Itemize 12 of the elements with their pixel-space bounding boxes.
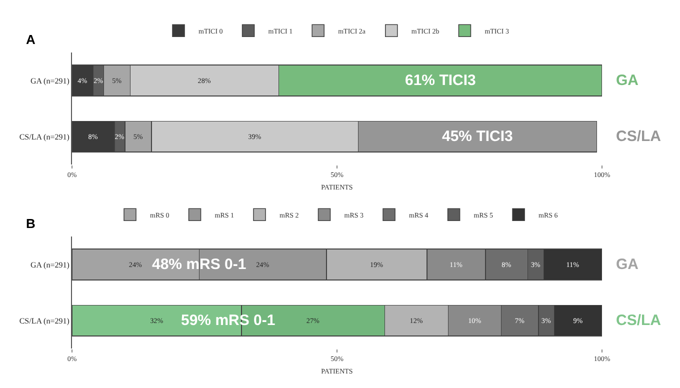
annotation: 61% TICI3 — [405, 72, 476, 89]
y-tick-label: GA (n=291) — [30, 76, 70, 86]
text: GA — [616, 72, 639, 89]
y-tick-label: CS/LA (n=291) — [19, 132, 70, 142]
chart-title: A — [26, 32, 36, 47]
annotation: 45% TICI3 — [442, 128, 513, 145]
y-tick-label: GA (n=291) — [30, 260, 70, 270]
y-tick-label: CS/LA (n=291) — [19, 316, 70, 326]
chart-title: B — [26, 216, 36, 231]
text: CS/LA — [616, 128, 662, 145]
text: CS/LA — [616, 312, 662, 329]
text: GA — [616, 256, 639, 273]
